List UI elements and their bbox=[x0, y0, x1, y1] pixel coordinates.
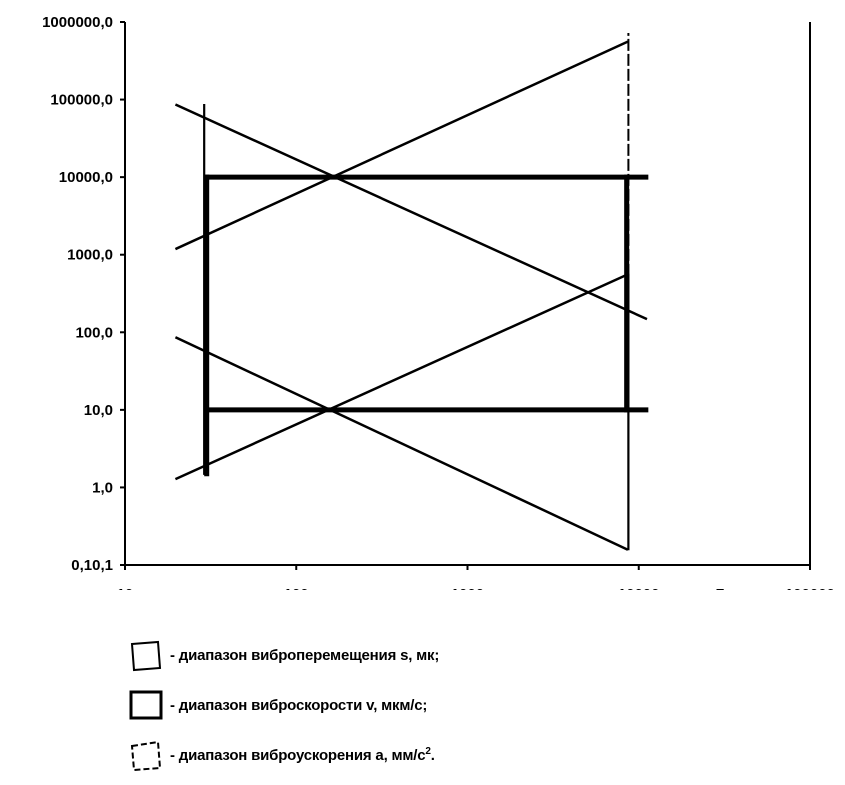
y-tick-label: 1,0 bbox=[92, 479, 113, 496]
legend-item-acceleration: - диапазон виброускорения a, мм/с2. bbox=[128, 730, 439, 780]
y-tick-label: 10,0 bbox=[84, 402, 113, 419]
legend: - диапазон виброперемещения s, мк; - диа… bbox=[128, 630, 439, 780]
x-tick-label: 100000 bbox=[785, 586, 835, 590]
legend-label-acceleration-main: - диапазон виброускорения a, мм/с bbox=[170, 747, 426, 764]
solid-parallelogram-icon bbox=[130, 640, 162, 672]
y-tick-label: 1000000,0 bbox=[42, 14, 113, 31]
plot-frame bbox=[124, 22, 811, 566]
legend-label-velocity: - диапазон виброскорости v, мкм/с; bbox=[170, 696, 428, 714]
series-line-s-3 bbox=[174, 40, 629, 251]
series-line-s-2 bbox=[174, 273, 629, 481]
legend-item-displacement: - диапазон виброперемещения s, мк; bbox=[128, 630, 439, 680]
x-tick-label: 10000 bbox=[618, 586, 660, 590]
y-tick-label: 100,0 bbox=[75, 324, 113, 341]
legend-label-acceleration: - диапазон виброускорения a, мм/с2. bbox=[170, 746, 435, 764]
dashed-parallelogram-icon bbox=[130, 740, 162, 772]
x-tick-label: 100 bbox=[284, 586, 309, 590]
legend-item-velocity: - диапазон виброскорости v, мкм/с; bbox=[128, 680, 439, 730]
y-tick-label: 10000,0 bbox=[59, 169, 113, 186]
x-unit-label: Гц bbox=[716, 586, 735, 590]
x-tick-label: 10 bbox=[117, 586, 134, 590]
legend-label-displacement: - диапазон виброперемещения s, мк; bbox=[170, 646, 440, 664]
series-line-s-0 bbox=[174, 336, 629, 551]
legend-label-acceleration-end: . bbox=[430, 747, 435, 764]
thick-rectangle-icon bbox=[129, 690, 163, 720]
y-tick-label: 0,10,1 bbox=[71, 557, 113, 574]
legend-label-acceleration-sup: 2 bbox=[425, 746, 431, 757]
series-line-s-1 bbox=[174, 103, 648, 321]
vibration-range-chart: 10 100 1000 10000 100000 0,10,1 1,0 10,0 100,0 10… bbox=[42, 14, 835, 590]
y-tick-label: 100000,0 bbox=[50, 92, 113, 109]
x-tick-label: 1000 bbox=[451, 586, 484, 590]
y-tick-label: 1000,0 bbox=[67, 247, 113, 264]
